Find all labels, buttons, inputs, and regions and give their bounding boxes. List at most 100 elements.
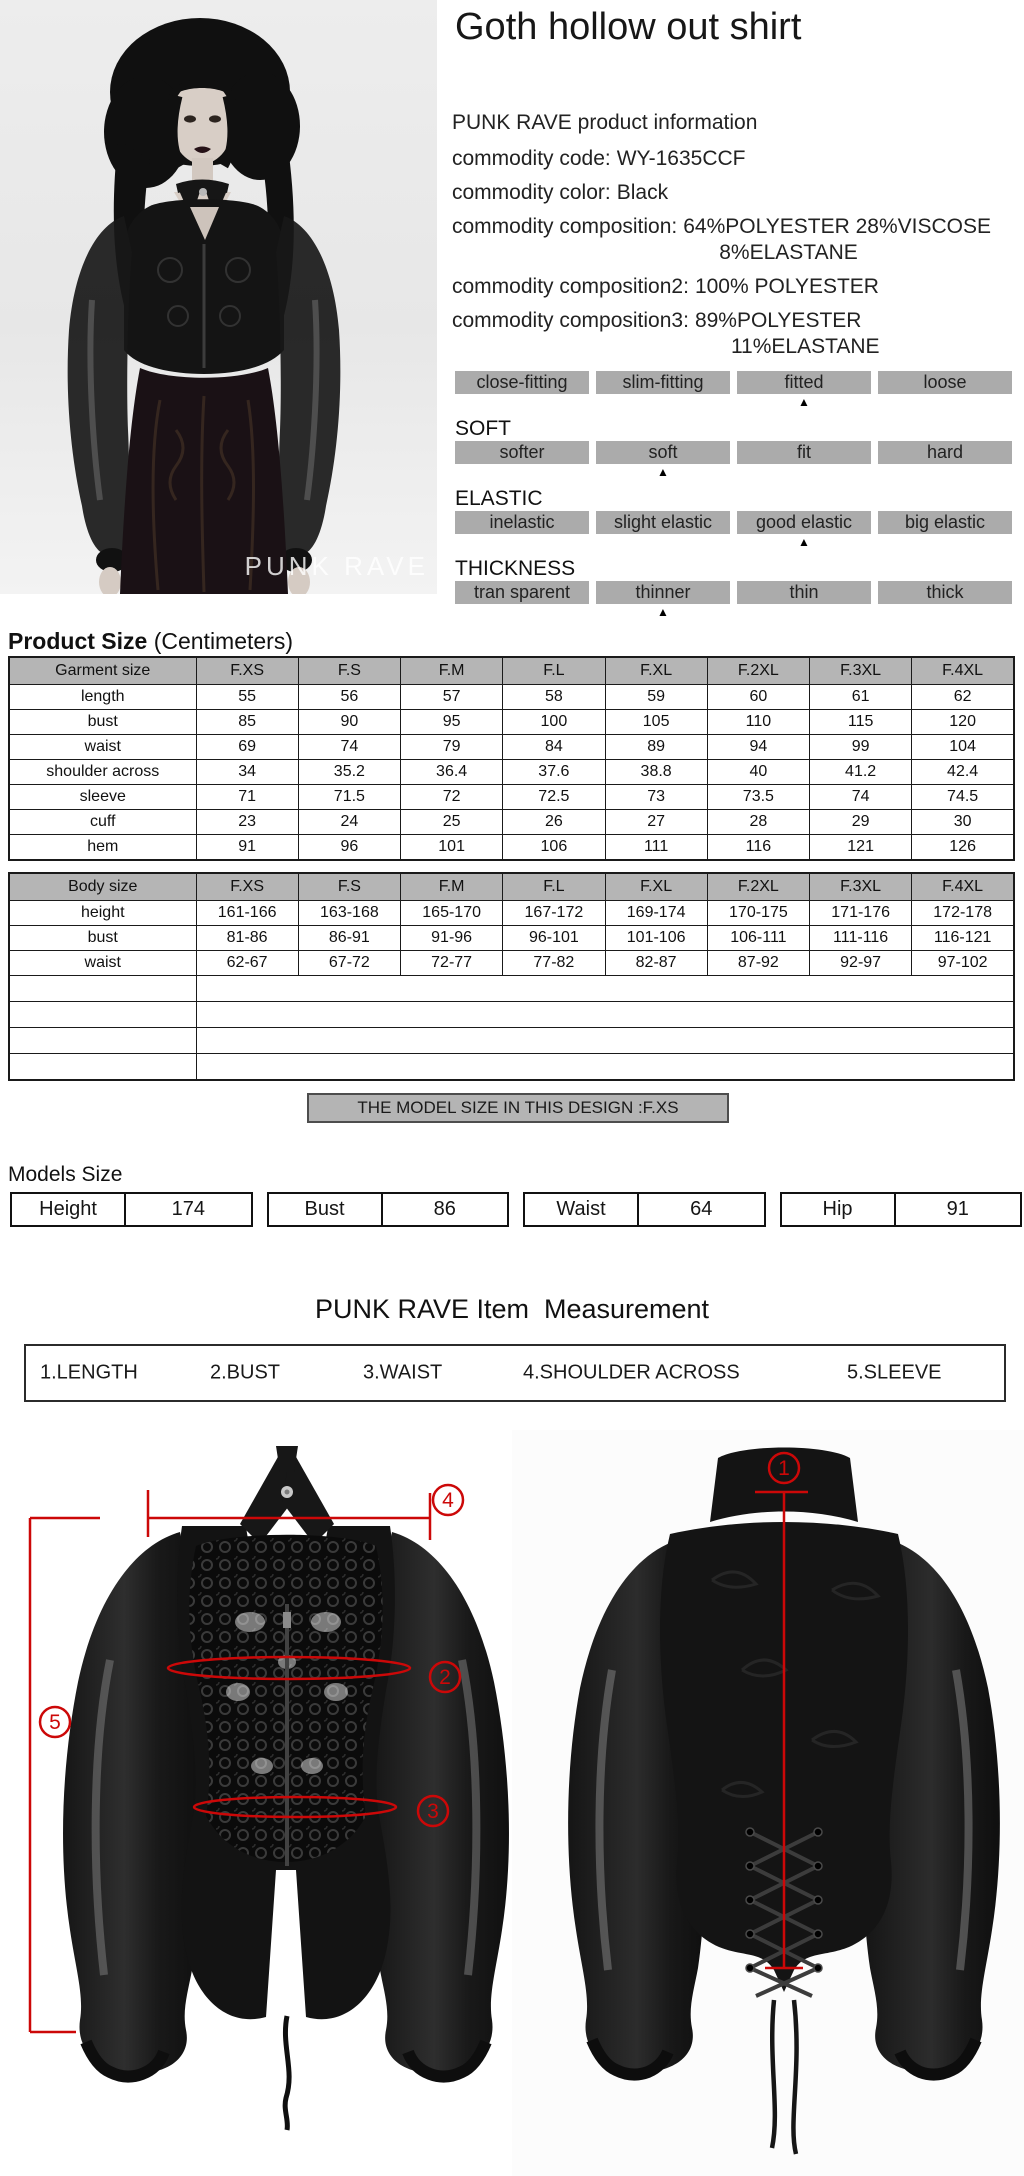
hem-ribbon [282,2015,292,2131]
table-row: length 55 56 57 58 59 60 61 62 [8,684,1015,710]
waist-ellipse [192,1795,398,1819]
attribute-option: loose [878,371,1012,394]
value-cell: 55 [195,684,299,710]
models-size-label: Hip [782,1194,896,1225]
value-cell: 169-174 [604,900,708,926]
cuff-frill-left [586,2037,674,2081]
attribute-option: thin [737,581,871,604]
empty-row-header [8,1053,197,1081]
zipper-pull [283,1612,291,1628]
value-cell: 95 [399,709,504,735]
header-cell: F.XS [195,872,299,901]
attribute-label: SOFT [455,417,511,440]
header-cell: F.S [297,872,402,901]
value-cell: 73 [604,784,708,810]
attribute-option: slight elastic [596,511,730,534]
value-cell: 91-96 [399,925,504,951]
attribute-arrow-row: ▲ [455,394,1012,411]
table-row: cuff 23 24 25 26 27 28 29 30 [8,809,1015,835]
value-cell: 90 [297,709,402,735]
legend-item: 1.LENGTH [40,1361,138,1384]
header-cell: F.S [297,656,402,685]
garment-size-table: Garment size F.XS F.S F.M F.L F.XL F.2XL F.3XL F… [8,656,1015,861]
lace-dangling [769,1999,778,2149]
value-cell: 27 [604,809,708,835]
attribute-option: softer [455,441,589,464]
value-cell: 171-176 [808,900,913,926]
header-row: Body size F.XS F.S F.M F.L F.XL F.2XL F.3XL F.4X… [8,872,1015,901]
product-info-row: commodity composition: 64%POLYESTER 28%VI… [452,214,1017,266]
bodice-keyhole [190,207,219,240]
value-cell: 62-67 [195,950,299,976]
front-garment-illustration: 4 2 3 5 [28,1446,509,2131]
attribute-option: soft [596,441,730,464]
info-values: Black [617,180,668,206]
model-eyes [184,115,221,123]
value-cell: 30 [911,809,1015,835]
value-cell: 26 [502,809,606,835]
measurement-legend: 1.LENGTH 2.BUST 3.WAIST 4.SHOULDER ACROSS 5.… [24,1344,1006,1402]
value-cell: 72.5 [502,784,606,810]
attribute-bar: inelastic slight elastic good elastic big e… [455,511,1012,534]
header-cell: Garment size [8,656,197,685]
size-title-normal: (Centimeters) [147,628,294,654]
value-cell: 126 [911,834,1015,861]
model-photo: PUNK RAVE [0,0,437,594]
product-info-heading: PUNK RAVE product information [452,111,758,134]
value-cell: 167-172 [502,900,606,926]
collar-flap-right [282,1448,334,1544]
value-cell: 121 [808,834,913,861]
header-cell: F.XL [604,872,708,901]
model-illustration [67,18,341,594]
header-cell: F.2XL [706,656,811,685]
models-size-value: 64 [690,1198,713,1220]
value-cell: 87-92 [706,950,811,976]
value-cell: 96-101 [502,925,606,951]
lace-dangling [791,1999,799,2155]
value-cell: 111-116 [808,925,913,951]
row-header-cell: waist [8,734,197,760]
row-header-cell: hem [8,834,197,861]
sleeve-sheen [304,299,320,501]
value-cell: 172-178 [911,900,1015,926]
value-cell: 60 [706,684,811,710]
legend-item: 2.BUST [210,1361,281,1384]
attribute-option: fitted [737,371,871,394]
value-cell: 74.5 [911,784,1015,810]
attribute-option: thick [878,581,1012,604]
value-cell: 116 [706,834,811,861]
attribute-option: fit [737,441,871,464]
info-value: 100% POLYESTER [694,275,879,298]
front-view-photo: 4 2 3 5 [0,1430,512,2176]
empty-row-cell [195,1001,1015,1028]
shoulder-number: 4 [442,1489,454,1512]
table-row: sleeve 71 71.5 72 72.5 73 73.5 74 74.5 [8,784,1015,810]
product-info-rows: commodity code: WY-1635CCF commodity color… [452,146,1017,360]
info-value: 89%POLYESTER [694,309,862,332]
value-cell: 37.6 [502,759,606,785]
value-cell: 23 [195,809,299,835]
row-header-cell: waist [8,950,197,976]
value-cell: 163-168 [297,900,402,926]
info-label: commodity composition: [452,215,678,238]
waist-number: 3 [427,1800,439,1823]
value-cell: 97-102 [911,950,1015,976]
value-cell: 89 [604,734,708,760]
value-cell: 28 [706,809,811,835]
back-garment-illustration: 1 [568,1447,1000,2155]
header-cell: Body size [8,872,197,901]
collar-flap-left [240,1448,292,1544]
bust-ellipse [166,1655,412,1681]
attribute-option: inelastic [455,511,589,534]
value-cell: 110 [706,709,811,735]
value-cell: 24 [297,809,402,835]
value-cell: 84 [502,734,606,760]
value-cell: 77-82 [502,950,606,976]
skirt-pattern [151,395,255,593]
empty-row-cell [195,1027,1015,1054]
product-info-row: commodity composition2: 100% POLYESTER [452,274,1017,300]
models-size-box: Hip 91 [779,1192,1022,1227]
product-info-row: commodity code: WY-1635CCF [452,146,1017,172]
header-cell: F.4XL [911,656,1015,685]
